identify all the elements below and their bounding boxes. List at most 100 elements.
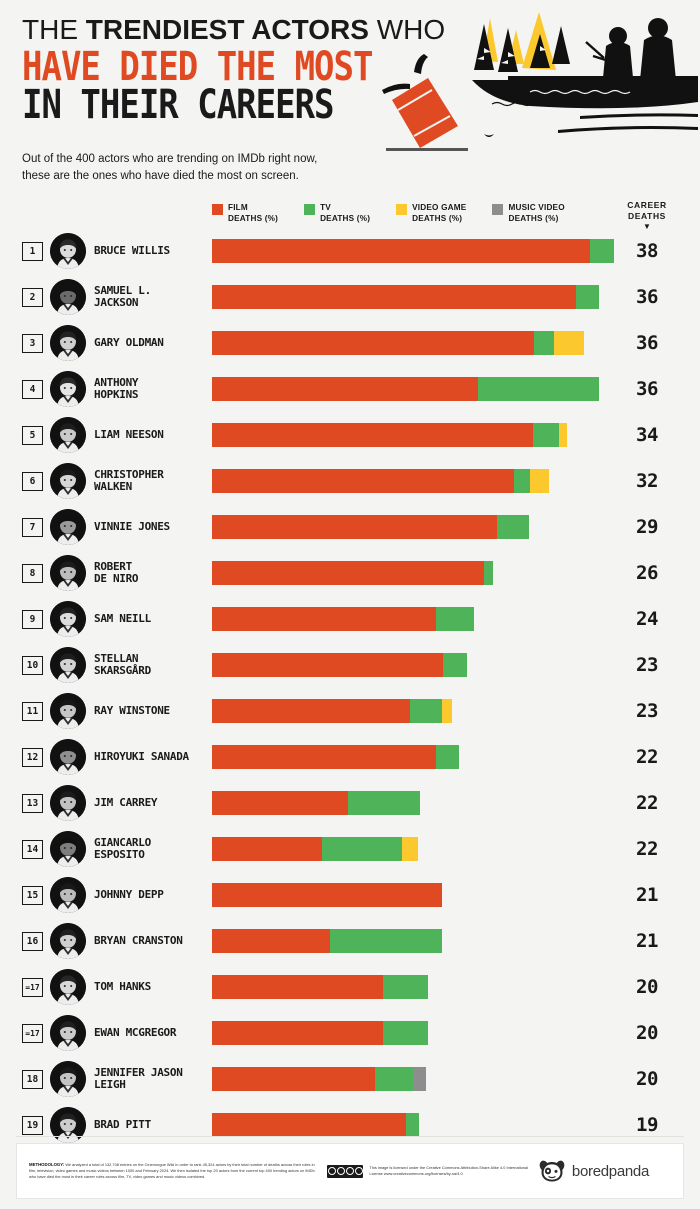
actor-ranking-list: 1 BRUCE WILLIS 38 2 SAMUEL L. JACKSON 36 3 GARY …: [0, 228, 700, 1148]
career-deaths-value: 21: [636, 930, 658, 952]
table-row: 15 JOHNNY DEPP 21: [0, 872, 700, 918]
career-deaths-value: 36: [636, 332, 658, 354]
table-row: 13 JIM CARREY 22: [0, 780, 700, 826]
bar-segment-game: [442, 699, 452, 723]
rank-badge: 12: [22, 747, 43, 767]
avatar: [50, 417, 86, 453]
rank-badge: 11: [22, 701, 43, 721]
actor-name-line-1: RAY WINSTONE: [94, 703, 170, 717]
bar-segment-film: [212, 883, 442, 907]
avatar: [50, 233, 86, 269]
career-deaths-header-line1: CAREER: [627, 200, 667, 210]
bar-segment-tv: [576, 285, 599, 309]
rank-badge: =17: [22, 1023, 43, 1043]
avatar: [50, 555, 86, 591]
avatar: [50, 509, 86, 545]
bar-segment-film: [212, 1067, 375, 1091]
table-row: 14 GIANCARLO ESPOSITO 22: [0, 826, 700, 872]
bar-segment-tv: [478, 377, 599, 401]
bar-segment-film: [212, 975, 383, 999]
bar-segment-game: [559, 423, 567, 447]
actor-name-line-1: JIM CARREY: [94, 795, 158, 809]
actor-name: GARY OLDMAN: [94, 336, 214, 349]
footer-divider: [16, 1136, 684, 1137]
bar-segment-film: [212, 1113, 406, 1137]
legend: FILM DEATHS (%) TV DEATHS (%) VIDEO GAME…: [212, 203, 591, 224]
career-deaths-value: 20: [636, 1022, 658, 1044]
actor-name: GIANCARLO ESPOSITO: [94, 835, 214, 862]
rank-badge: 8: [22, 563, 43, 583]
career-deaths-value: 23: [636, 700, 658, 722]
legend-label-film-line1: FILM: [228, 203, 248, 212]
avatar: [50, 601, 86, 637]
rank-badge: =17: [22, 977, 43, 997]
legend-swatch-video-game-icon: [396, 204, 408, 215]
stacked-bar: [212, 1113, 419, 1137]
career-deaths-value: 36: [636, 286, 658, 308]
bar-segment-tv: [533, 423, 559, 447]
actor-name: BRAD PITT: [94, 1118, 214, 1131]
stacked-bar: [212, 791, 420, 815]
rank-badge: 10: [22, 655, 43, 675]
rank-badge: 3: [22, 333, 43, 353]
actor-name: STELLAN SKARSGÅRD: [94, 651, 214, 678]
actor-name-line-1: EWAN MCGREGOR: [94, 1025, 177, 1039]
bar-segment-tv: [406, 1113, 419, 1137]
title-bold: TRENDIEST ACTORS: [85, 14, 369, 45]
actor-name-line-1: STELLAN: [94, 651, 139, 665]
avatar: [50, 1061, 86, 1097]
bar-segment-film: [212, 745, 436, 769]
actor-name: HIROYUKI SANADA: [94, 750, 214, 763]
legend-label-video-game-line2: DEATHS (%): [412, 213, 463, 223]
bar-segment-film: [212, 285, 576, 309]
legend-item-music-video: MUSIC VIDEO DEATHS (%): [492, 203, 565, 224]
legend-swatch-music-video-icon: [492, 204, 504, 215]
bar-segment-tv: [514, 469, 530, 493]
career-deaths-column-header: CAREER DEATHS ▼: [610, 200, 684, 231]
rank-badge: 13: [22, 793, 43, 813]
avatar: [50, 923, 86, 959]
avatar: [50, 785, 86, 821]
bar-segment-tv: [383, 1021, 428, 1045]
stacked-bar: [212, 975, 428, 999]
legend-label-tv-line1: TV: [320, 203, 331, 212]
actor-name-line-2: DE NIRO: [94, 572, 139, 585]
actor-name-line-1: GIANCARLO: [94, 835, 151, 849]
career-deaths-value: 22: [636, 792, 658, 814]
stacked-bar: [212, 239, 614, 263]
table-row: 10 STELLAN SKARSGÅRD 23: [0, 642, 700, 688]
actor-name: JENNIFER JASON LEIGH: [94, 1066, 214, 1092]
brand-logo[interactable]: boredpanda: [539, 1159, 683, 1183]
bar-segment-film: [212, 331, 534, 355]
bar-segment-tv: [590, 239, 614, 263]
stacked-bar: [212, 423, 567, 447]
career-deaths-header-line2: DEATHS: [628, 210, 666, 221]
stacked-bar: [212, 469, 549, 493]
license-text: This image is licensed under the Creativ…: [369, 1164, 528, 1176]
table-row: 12 HIROYUKI SANADA 22: [0, 734, 700, 780]
hero-svg: [382, 12, 698, 151]
stacked-bar: [212, 837, 418, 861]
rank-badge: 9: [22, 609, 43, 629]
career-deaths-value: 26: [636, 562, 658, 584]
avatar: [50, 831, 86, 867]
stacked-bar: [212, 883, 442, 907]
stacked-bar: [212, 285, 599, 309]
stacked-bar: [212, 653, 467, 677]
career-deaths-value: 29: [636, 516, 658, 538]
actor-name-line-2: LEIGH: [94, 1078, 126, 1091]
avatar: [50, 279, 86, 315]
bar-segment-film: [212, 929, 330, 953]
bar-segment-tv: [375, 1067, 413, 1091]
creative-commons-icon: [327, 1164, 364, 1178]
table-row: 6 CHRISTOPHER WALKEN 32: [0, 458, 700, 504]
table-row: 9 SAM NEILL 24: [0, 596, 700, 642]
actor-name: RAY WINSTONE: [94, 703, 214, 717]
actor-name: LIAM NEESON: [94, 428, 214, 441]
actor-name: BRYAN CRANSTON: [94, 934, 214, 947]
bar-segment-tv: [322, 837, 402, 861]
legend-swatch-film-icon: [212, 204, 223, 215]
bar-segment-tv: [443, 653, 467, 677]
table-row: 4 ANTHONY HOPKINS 36: [0, 366, 700, 412]
legend-label-tv-line2: DEATHS (%): [320, 213, 371, 223]
